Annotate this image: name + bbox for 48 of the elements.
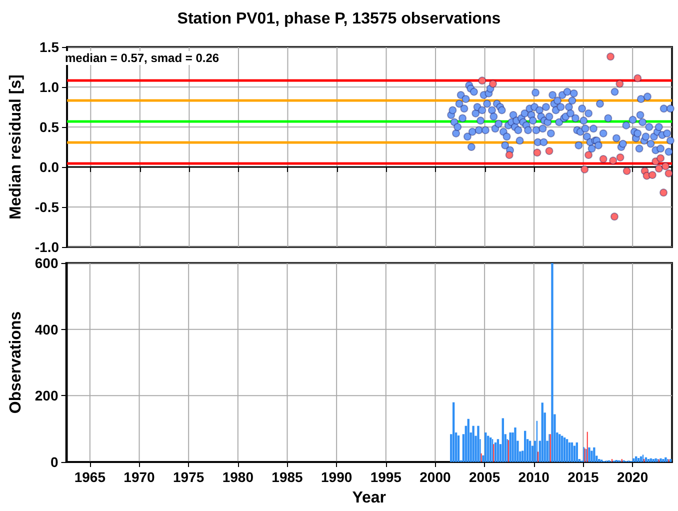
point [610, 212, 618, 221]
x-tick-label: 2010 [518, 469, 550, 485]
point [580, 165, 589, 174]
x-tick-label: 1980 [222, 469, 254, 485]
x-tick-label: 1965 [74, 469, 106, 485]
y-tick-label: 1.0 [40, 79, 60, 95]
y-tick-label: 600 [34, 255, 58, 271]
chart-title: Station PV01, phase P, 13575 observations [177, 10, 501, 28]
point [656, 154, 665, 162]
y-tick-label: -0.5 [34, 199, 60, 215]
point [478, 76, 486, 85]
y-tick-label: 0.0 [40, 159, 60, 175]
y-tick-label: -1.0 [34, 239, 60, 255]
x-tick-label: 2020 [616, 469, 648, 485]
point [533, 148, 542, 157]
point [648, 171, 656, 179]
point [609, 156, 618, 165]
x-tick-label: 2000 [420, 469, 452, 485]
point [488, 80, 497, 88]
point [654, 164, 663, 173]
x-tick-label: 2005 [468, 469, 500, 485]
y-tick-label: 0.5 [40, 119, 60, 135]
annotation: median = 0.57, smad = 0.26 [65, 51, 220, 65]
x-tick-label: 1970 [124, 469, 156, 485]
x-tick-label: 1990 [320, 469, 352, 485]
point [505, 151, 514, 159]
y-tick-label: 400 [34, 321, 58, 338]
x-tick-label: 1975 [173, 469, 204, 485]
x-axis-title: Year [352, 490, 386, 506]
y-tick-label: 1.5 [40, 39, 60, 55]
x-tick-label: 1985 [272, 469, 304, 485]
point [622, 167, 631, 175]
point [584, 151, 593, 159]
point [634, 74, 642, 82]
point [606, 52, 615, 61]
y-tick-label: 0 [50, 454, 58, 470]
point [660, 188, 668, 197]
point [545, 147, 554, 155]
point [664, 169, 673, 178]
point [599, 155, 608, 163]
y-tick-label: 200 [34, 388, 58, 404]
x-tick-label: 2015 [568, 469, 599, 485]
point [662, 162, 670, 170]
y-axis-title: Median residual [s] [8, 74, 24, 220]
x-tick-label: 1995 [370, 469, 402, 485]
point [616, 80, 624, 88]
point [616, 153, 624, 162]
y-axis-title: Observations [8, 311, 24, 414]
